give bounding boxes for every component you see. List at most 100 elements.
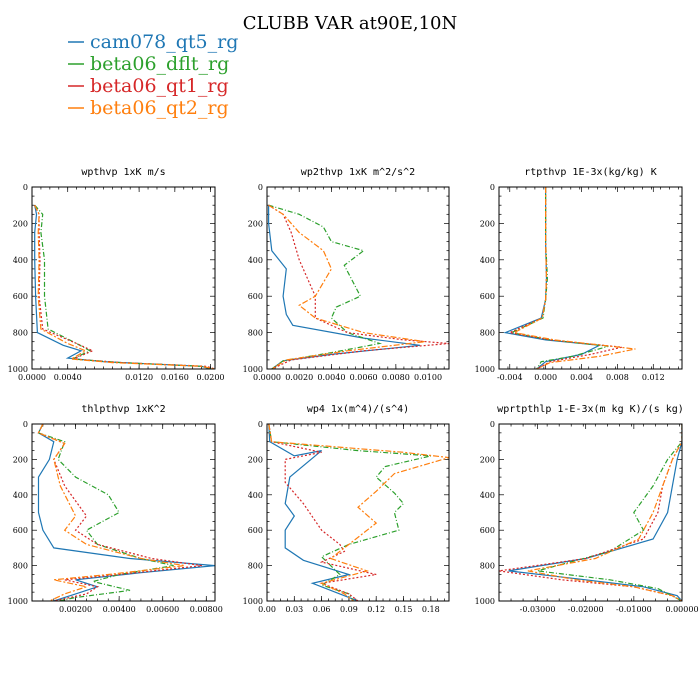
y-tick-label: 800 — [480, 329, 495, 338]
series-group — [499, 424, 682, 601]
series-line — [268, 205, 421, 369]
panel-title: wpthvp 1xK m/s — [81, 167, 165, 178]
x-tick-label: -0.03000 — [520, 605, 556, 614]
legend: cam078_qt5_rgbeta06_dflt_rgbeta06_qt1_rg… — [68, 31, 238, 119]
x-tick-label: 0.03 — [285, 605, 303, 614]
y-tick-label: 1000 — [243, 597, 263, 606]
x-tick-label: 0.0160 — [161, 373, 189, 382]
x-tick-label: 0.00400 — [103, 605, 136, 614]
series-group — [34, 204, 215, 369]
x-tick-label: 0.0200 — [197, 373, 225, 382]
panel-title: rtpthvp 1E-3x(kg/kg) K — [524, 167, 656, 178]
series-group — [37, 424, 215, 601]
x-tick-label: -0.004 — [497, 373, 523, 382]
chart-panel: wp2thvp 1xK m^2/s^2020040060080010000.00… — [243, 167, 450, 382]
y-tick-label: 400 — [13, 256, 28, 265]
plot-frame — [266, 186, 450, 370]
x-tick-label: 0.0000 — [18, 373, 46, 382]
x-tick-label: 0.0040 — [317, 373, 345, 382]
x-tick-label: 0.0000 — [253, 373, 281, 382]
figure-title: CLUBB VAR at90E,10N — [243, 13, 458, 34]
x-tick-label: 0.004 — [570, 373, 593, 382]
y-tick-label: 600 — [13, 292, 28, 301]
x-tick-label: 0.00600 — [146, 605, 179, 614]
y-tick-label: 0 — [258, 183, 263, 192]
series-line — [537, 424, 682, 601]
panel-title: thlpthvp 1xK^2 — [81, 404, 165, 415]
legend-label: beta06_qt2_rg — [90, 97, 229, 119]
y-tick-label: 800 — [248, 329, 263, 338]
series-line — [37, 424, 174, 601]
x-tick-label: 0.15 — [395, 605, 413, 614]
panel-title: wp2thvp 1xK m^2/s^2 — [301, 167, 415, 178]
legend-label: beta06_dflt_rg — [90, 53, 229, 75]
series-line — [268, 424, 359, 601]
y-tick-label: 600 — [480, 526, 495, 535]
legend-entry: beta06_dflt_rg — [68, 53, 229, 75]
y-tick-label: 1000 — [8, 365, 28, 374]
series-line — [268, 204, 425, 369]
y-tick-label: 600 — [480, 292, 495, 301]
legend-entry: beta06_qt1_rg — [68, 75, 229, 97]
y-tick-label: 1000 — [8, 597, 28, 606]
y-tick-label: 600 — [248, 526, 263, 535]
series-line — [268, 424, 449, 601]
x-tick-label: -0.02000 — [568, 605, 604, 614]
y-tick-label: 800 — [248, 562, 263, 571]
y-tick-label: 0 — [258, 420, 263, 429]
y-tick-label: 600 — [248, 292, 263, 301]
y-tick-label: 200 — [13, 455, 28, 464]
y-tick-label: 800 — [13, 329, 28, 338]
legend-label: cam078_qt5_rg — [90, 31, 238, 53]
legend-entry: beta06_qt2_rg — [68, 97, 229, 119]
x-tick-label: 0.00800 — [190, 605, 223, 614]
y-tick-label: 600 — [13, 526, 28, 535]
y-tick-label: 0 — [23, 420, 28, 429]
y-tick-label: 0 — [490, 183, 495, 192]
y-tick-label: 200 — [480, 219, 495, 228]
chart-panel: wprtpthlp 1-E-3x(m kg K)/(s kg)0 200 400 60… — [475, 404, 699, 614]
x-tick-label: 0.18 — [422, 605, 440, 614]
x-tick-label: 0.0040 — [54, 373, 82, 382]
series-line — [34, 204, 211, 369]
series-line — [37, 424, 202, 601]
chart-panel: thlpthvp 1xK^2 0 200 400 600 800 1000 0.00200 0.… — [8, 404, 223, 614]
series-line — [268, 424, 377, 601]
legend-entry: cam078_qt5_rg — [68, 31, 238, 53]
y-tick-label: 200 — [13, 219, 28, 228]
x-tick-label: 0.0080 — [382, 373, 410, 382]
y-tick-label: 1000 — [475, 597, 495, 606]
y-tick-label: 800 — [480, 562, 495, 571]
x-tick-label: 0.000 — [534, 373, 557, 382]
x-tick-label: 0.12 — [367, 605, 385, 614]
plot-frame — [266, 423, 450, 602]
series-line — [34, 204, 215, 369]
y-tick-label: 400 — [13, 491, 28, 500]
y-tick-label: 200 — [248, 219, 263, 228]
series-line — [34, 204, 215, 369]
x-tick-label: 0.0100 — [414, 373, 442, 382]
y-tick-label: 1000 — [475, 365, 495, 374]
series-line — [37, 424, 215, 601]
x-tick-label: 0.00200 — [59, 605, 92, 614]
y-tick-label: 1000 — [243, 365, 263, 374]
x-tick-label: 0.09 — [340, 605, 358, 614]
series-group — [268, 204, 449, 369]
x-tick-label: 0.0120 — [125, 373, 153, 382]
series-line — [509, 187, 609, 369]
panel-title: wp4 1x(m^4)/(s^4) — [307, 404, 409, 415]
y-tick-label: 0 — [23, 183, 28, 192]
x-tick-label: -0.01000 — [616, 605, 652, 614]
y-tick-label: 200 — [248, 455, 263, 464]
series-line — [512, 187, 636, 369]
y-tick-label: 400 — [248, 256, 263, 265]
y-tick-label: 800 — [13, 562, 28, 571]
plot-frame — [498, 423, 683, 602]
x-tick-label: 0.0060 — [350, 373, 378, 382]
y-tick-label: 200 — [480, 455, 495, 464]
legend-label: beta06_qt1_rg — [90, 75, 229, 97]
series-group — [503, 187, 636, 369]
plot-frame — [31, 186, 216, 370]
